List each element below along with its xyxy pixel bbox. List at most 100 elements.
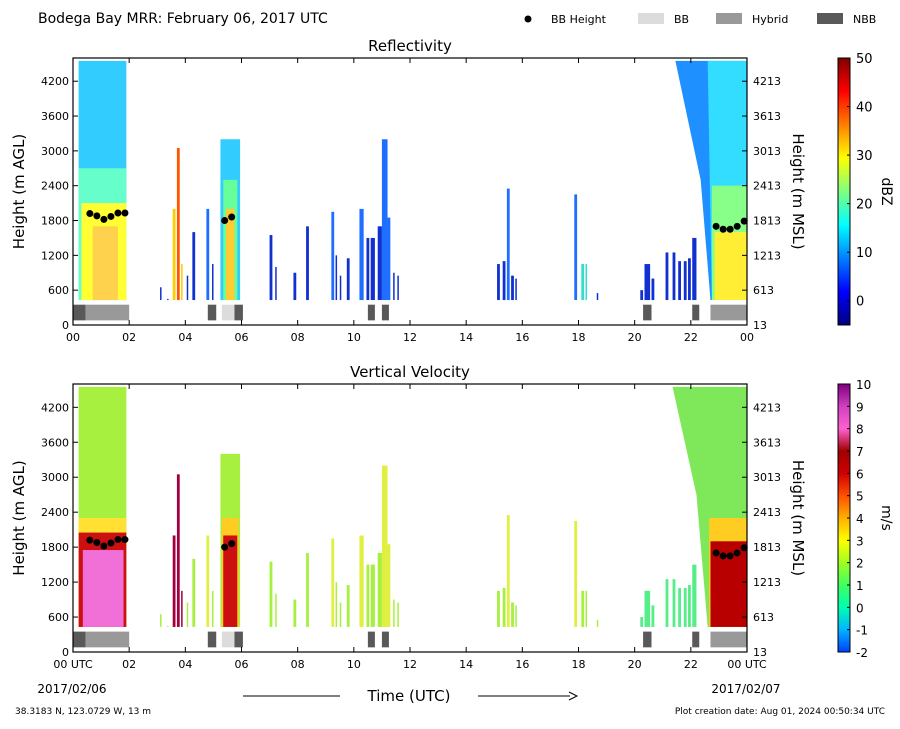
legend-label: BB Height <box>551 13 607 26</box>
y-tick-label-right: 1213 <box>753 576 781 589</box>
x-tick-label: 22 <box>684 658 698 671</box>
echo-streak <box>651 278 655 301</box>
legend-swatch <box>716 13 742 24</box>
x-tick-label: 06 <box>235 658 249 671</box>
colorbar-tick-label: 7 <box>856 445 864 459</box>
bb-class-segment <box>710 304 747 321</box>
figure-title: Bodega Bay MRR: February 06, 2017 UTC <box>38 11 328 27</box>
colorbar-tick-label: -1 <box>856 624 868 638</box>
x-tick-label: 04 <box>178 331 192 344</box>
echo-streak <box>206 208 210 301</box>
echo-streak <box>688 585 691 627</box>
bb-height-point <box>733 549 741 557</box>
echo-streak <box>331 211 335 301</box>
x-tick-label: 04 <box>178 658 192 671</box>
echo-streak <box>186 275 189 301</box>
y-tick-label-right: 3613 <box>753 110 781 123</box>
echo-streak <box>181 264 183 301</box>
y-tick-label: 1200 <box>41 249 69 262</box>
legend-label: NBB <box>853 13 876 26</box>
y-axis-title-right: Height (m MSL) <box>789 133 807 249</box>
bb-class-segment <box>367 631 375 648</box>
echo-streak <box>359 535 364 627</box>
creation-date-label: Plot creation date: Aug 01, 2024 00:50:3… <box>675 707 885 717</box>
colorbar-tick-label: -2 <box>856 646 868 660</box>
y-axis-title: Height (m AGL) <box>10 460 28 575</box>
echo-streak <box>596 293 599 301</box>
bb-height-point <box>228 540 236 548</box>
y-tick-label: 2400 <box>41 180 69 193</box>
bb-height-point <box>712 549 720 557</box>
bb-height-point <box>726 552 734 560</box>
x-tick-label: 18 <box>572 658 586 671</box>
echo-streak <box>172 208 176 301</box>
y-tick-label: 3600 <box>41 436 69 449</box>
echo-streak <box>306 226 309 301</box>
echo-streak <box>393 272 395 301</box>
echo-streak <box>275 593 277 627</box>
y-tick-label: 2400 <box>41 506 69 519</box>
y-tick-label: 0 <box>62 319 69 332</box>
echo-block <box>226 208 235 301</box>
echo-streak <box>192 232 196 301</box>
echo-streak <box>397 275 399 301</box>
bb-height-point <box>107 539 115 547</box>
bb-class-segment <box>234 304 243 321</box>
echo-streak <box>672 252 676 301</box>
echo-streak <box>160 614 162 627</box>
echo-streak <box>167 625 169 627</box>
bb-height-point <box>100 542 108 550</box>
x-tick-label: 16 <box>515 658 529 671</box>
echo-streak <box>181 590 183 627</box>
echo-streak <box>212 264 214 301</box>
colorbar-tick-label: 4 <box>856 512 864 526</box>
x-tick-label: 20 <box>628 331 642 344</box>
colorbar-tick-label: 0 <box>856 295 864 310</box>
y-tick-label-right: 4213 <box>753 75 781 88</box>
y-tick-label: 1200 <box>41 576 69 589</box>
bb-height-point <box>86 210 94 218</box>
bb-class-segment <box>643 631 652 648</box>
echo-streak <box>269 235 273 301</box>
echo-streak <box>331 538 335 627</box>
panel-title: Vertical Velocity <box>350 363 470 381</box>
echo-streak <box>370 237 375 301</box>
colorbar-tick-label: 0 <box>856 601 864 615</box>
echo-streak <box>293 599 297 627</box>
echo-streak <box>692 564 697 627</box>
echo-streak <box>678 587 682 627</box>
bb-height-point <box>93 538 101 546</box>
y-tick-label-right: 613 <box>753 284 774 297</box>
y-tick-label-right: 13 <box>753 646 767 659</box>
bb-height-point <box>107 212 115 220</box>
bb-height-point <box>121 536 129 544</box>
y-tick-label: 4200 <box>41 75 69 88</box>
echo-block <box>714 232 747 301</box>
echo-streak <box>359 208 364 301</box>
echo-streak <box>393 599 395 627</box>
echo-streak <box>176 147 180 301</box>
bb-class-segment <box>85 631 130 648</box>
x-tick-label: 22 <box>684 331 698 344</box>
plot-area <box>73 58 747 325</box>
bb-class-segment <box>221 631 235 648</box>
y-tick-label: 4200 <box>41 401 69 414</box>
echo-streak <box>186 602 189 627</box>
plot-area <box>73 384 747 652</box>
echo-streak <box>370 564 375 627</box>
echo-streak <box>665 579 669 627</box>
echo-streak <box>497 590 500 627</box>
echo-streak <box>672 579 676 627</box>
y-tick-label-right: 2413 <box>753 506 781 519</box>
bb-height-point <box>228 213 236 221</box>
echo-streak <box>377 552 382 627</box>
bb-height-point <box>221 217 229 225</box>
y-tick-label-right: 13 <box>753 319 767 332</box>
bb-class-segment <box>643 304 652 321</box>
y-tick-label: 1800 <box>41 541 69 554</box>
y-tick-label-right: 3013 <box>753 471 781 484</box>
echo-streak <box>502 587 506 627</box>
echo-streak <box>515 278 517 301</box>
